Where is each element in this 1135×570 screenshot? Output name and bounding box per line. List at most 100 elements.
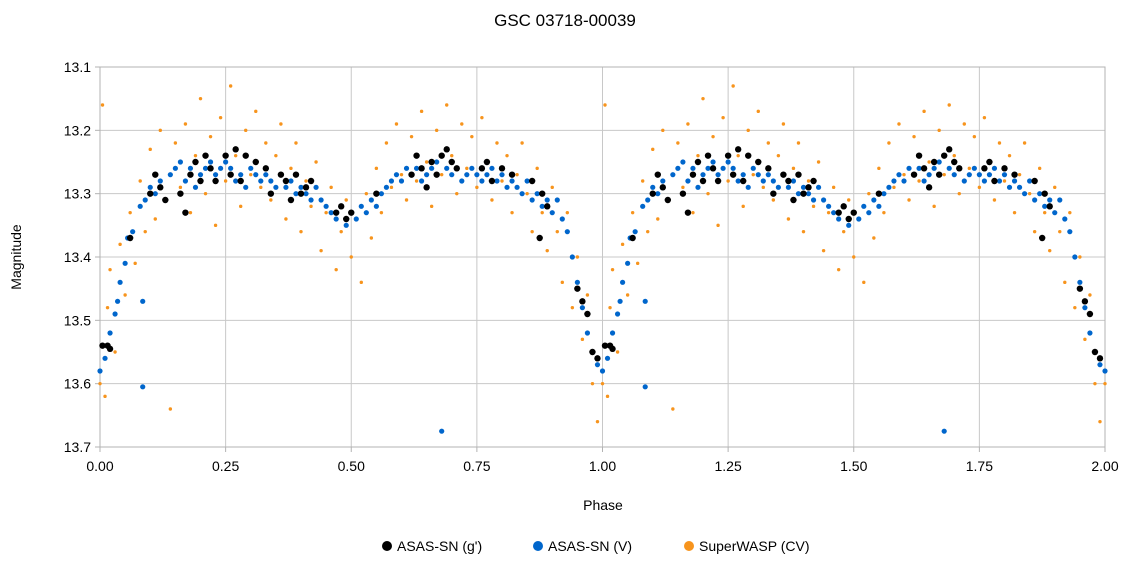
data-point: [368, 197, 374, 203]
data-point: [364, 191, 369, 196]
x-tick-label: 0.75: [463, 458, 490, 474]
data-point: [299, 229, 303, 234]
data-point: [986, 172, 993, 178]
data-point: [1031, 177, 1038, 185]
data-point: [469, 165, 475, 171]
data-point: [1086, 310, 1094, 318]
data-point: [680, 159, 686, 165]
data-point: [625, 260, 631, 266]
data-point: [359, 280, 363, 285]
data-point: [922, 109, 926, 114]
data-point: [409, 134, 414, 139]
data-point: [308, 197, 314, 203]
data-point: [992, 198, 997, 202]
data-point: [882, 210, 886, 215]
data-point: [480, 115, 484, 120]
data-point: [122, 260, 128, 266]
data-point: [192, 158, 199, 166]
data-point: [816, 160, 821, 164]
data-point: [419, 178, 425, 184]
data-point: [1011, 171, 1018, 178]
data-point: [97, 368, 103, 374]
data-point: [765, 165, 772, 172]
data-point: [545, 248, 549, 253]
data-point: [991, 177, 998, 185]
data-point: [488, 177, 496, 185]
data-point: [750, 165, 756, 171]
data-point: [1058, 229, 1062, 234]
data-point: [716, 223, 720, 228]
data-point: [800, 190, 807, 197]
data-point: [267, 190, 275, 197]
data-point: [811, 204, 816, 209]
data-point: [162, 196, 169, 204]
data-point: [173, 141, 178, 145]
data-point: [805, 191, 812, 197]
data-point: [1078, 255, 1082, 259]
x-tick-label: 1.25: [715, 458, 742, 474]
data-point: [580, 337, 585, 342]
data-point: [439, 428, 445, 434]
data-point: [449, 172, 455, 178]
data-point: [413, 152, 420, 159]
data-point: [470, 134, 474, 139]
data-point: [796, 141, 801, 145]
data-point: [1088, 293, 1092, 297]
data-point: [902, 172, 906, 177]
data-point: [751, 172, 755, 177]
data-point: [670, 172, 676, 178]
data-point: [710, 159, 716, 165]
data-point: [711, 134, 715, 139]
data-point: [218, 165, 224, 171]
data-point: [504, 184, 510, 190]
data-point: [976, 172, 982, 178]
data-point: [740, 172, 746, 178]
data-point: [850, 209, 857, 216]
data-point: [689, 171, 697, 178]
data-point: [781, 122, 786, 126]
data-point: [872, 236, 876, 240]
data-point: [137, 203, 143, 209]
data-point: [1022, 141, 1027, 145]
data-point: [324, 210, 328, 215]
data-point: [1102, 368, 1108, 374]
x-tick-label: 1.75: [966, 458, 993, 474]
data-point: [294, 141, 298, 145]
data-point: [901, 178, 907, 184]
data-point: [701, 96, 705, 101]
plot-frame: [99, 66, 1106, 448]
data-point: [986, 158, 993, 166]
data-point: [927, 160, 931, 164]
data-point: [233, 153, 238, 158]
data-point: [102, 355, 108, 361]
data-point: [1012, 210, 1017, 215]
data-point: [157, 184, 164, 191]
data-point: [550, 185, 554, 190]
data-point: [309, 204, 313, 209]
data-point: [645, 197, 651, 203]
data-point: [705, 165, 711, 171]
data-point: [106, 345, 114, 353]
data-point: [892, 185, 896, 190]
data-point: [494, 178, 500, 184]
data-point: [244, 128, 248, 133]
data-point: [845, 215, 852, 223]
data-point: [207, 159, 214, 165]
data-point: [676, 141, 680, 145]
data-point: [118, 242, 122, 247]
data-point: [1087, 330, 1093, 336]
data-point: [815, 184, 822, 190]
data-point: [655, 191, 661, 197]
data-point: [861, 203, 867, 209]
data-point: [836, 216, 842, 222]
data-point: [544, 203, 551, 210]
data-point: [539, 190, 546, 197]
data-point: [297, 190, 305, 197]
data-point: [760, 178, 766, 184]
data-point: [428, 158, 435, 166]
data-point: [383, 184, 390, 190]
data-point: [227, 171, 234, 178]
data-point: [935, 171, 943, 178]
data-point: [795, 171, 802, 178]
data-point: [192, 184, 199, 190]
